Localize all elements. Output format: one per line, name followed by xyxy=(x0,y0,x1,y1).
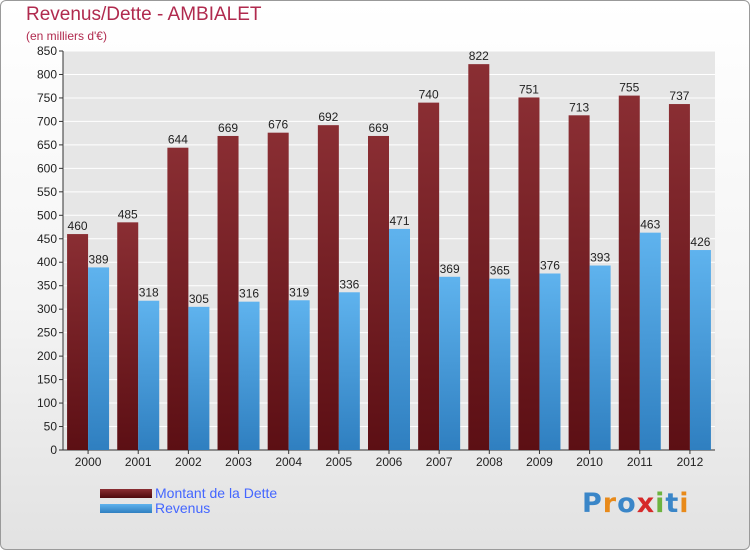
data-label-debt: 669 xyxy=(218,121,238,135)
bar-revenue xyxy=(338,292,360,450)
y-tick-label: 50 xyxy=(44,420,58,434)
x-tick-label: 2009 xyxy=(526,455,553,469)
y-tick-label: 450 xyxy=(37,232,57,246)
x-tick-label: 2007 xyxy=(426,455,453,469)
data-label-revenue: 336 xyxy=(339,277,359,291)
y-tick-label: 650 xyxy=(37,138,57,152)
x-tick-label: 2006 xyxy=(376,455,403,469)
x-tick-label: 2000 xyxy=(75,455,102,469)
legend-label-revenue: Revenus xyxy=(155,500,211,516)
bar-debt xyxy=(117,222,139,450)
data-label-debt: 485 xyxy=(118,207,138,221)
bar-debt xyxy=(167,147,189,450)
proxiti-logo: Proxiti xyxy=(582,488,690,519)
bar-debt xyxy=(418,102,440,451)
logo-letter: x xyxy=(636,488,656,519)
y-tick-label: 400 xyxy=(37,255,57,269)
bar-debt xyxy=(317,125,339,451)
logo-letter: P xyxy=(582,488,603,519)
x-tick-label: 2012 xyxy=(677,455,704,469)
x-tick-label: 2008 xyxy=(476,455,503,469)
y-tick-label: 100 xyxy=(37,396,57,410)
y-tick-label: 700 xyxy=(37,114,57,128)
bar-revenue xyxy=(138,300,160,450)
y-tick-label: 750 xyxy=(37,91,57,105)
legend-swatch-debt xyxy=(100,489,152,498)
data-label-debt: 460 xyxy=(68,219,88,233)
legend-swatch-revenue xyxy=(100,504,152,513)
data-label-debt: 737 xyxy=(669,89,689,103)
bar-debt xyxy=(368,135,389,450)
y-tick-label: 250 xyxy=(37,326,57,340)
data-label-debt: 676 xyxy=(268,118,288,132)
data-label-debt: 822 xyxy=(469,49,489,63)
bar-revenue xyxy=(489,278,511,450)
logo-letter: i xyxy=(655,488,666,519)
data-label-debt: 751 xyxy=(519,82,539,96)
bar-revenue xyxy=(539,273,561,450)
data-label-debt: 669 xyxy=(368,121,388,135)
x-tick-label: 2001 xyxy=(125,455,152,469)
bar-debt xyxy=(217,135,239,450)
x-tick-label: 2003 xyxy=(225,455,252,469)
logo-letter: o xyxy=(617,488,637,519)
bar-debt xyxy=(568,115,590,450)
bar-revenue xyxy=(288,300,310,450)
data-label-revenue: 365 xyxy=(490,264,510,278)
data-label-debt: 713 xyxy=(569,100,589,114)
bar-debt xyxy=(267,132,289,450)
y-tick-label: 500 xyxy=(37,208,57,222)
bar-revenue xyxy=(439,276,461,450)
bar-revenue xyxy=(689,250,711,450)
y-tick-label: 150 xyxy=(37,373,57,387)
logo-letter: r xyxy=(602,488,618,519)
bar-revenue xyxy=(188,306,210,450)
data-label-revenue: 316 xyxy=(239,287,259,301)
bar-debt xyxy=(618,95,640,450)
bar-debt xyxy=(518,97,540,450)
data-label-revenue: 426 xyxy=(690,235,710,249)
data-label-revenue: 318 xyxy=(139,286,159,300)
data-label-revenue: 305 xyxy=(189,292,209,306)
x-tick-label: 2005 xyxy=(325,455,352,469)
data-label-revenue: 389 xyxy=(89,252,109,266)
data-label-debt: 755 xyxy=(619,81,639,95)
bar-revenue xyxy=(589,265,611,450)
bar-revenue xyxy=(639,232,661,450)
data-label-revenue: 471 xyxy=(389,214,409,228)
data-label-revenue: 319 xyxy=(289,285,309,299)
data-label-revenue: 463 xyxy=(640,218,660,232)
y-tick-label: 600 xyxy=(37,161,57,175)
chart-subtitle: (en milliers d'€) xyxy=(26,29,107,43)
y-tick-label: 200 xyxy=(37,349,57,363)
data-label-revenue: 393 xyxy=(590,251,610,265)
data-label-debt: 644 xyxy=(168,133,188,147)
data-label-debt: 692 xyxy=(318,110,338,124)
bar-debt xyxy=(67,234,89,450)
x-tick-label: 2004 xyxy=(275,455,302,469)
bar-debt xyxy=(468,64,490,451)
logo-letter: i xyxy=(679,488,690,519)
bar-debt xyxy=(668,104,690,451)
y-tick-label: 0 xyxy=(50,443,57,457)
y-tick-label: 550 xyxy=(37,185,57,199)
logo-letter: t xyxy=(665,488,680,519)
data-label-debt: 740 xyxy=(419,88,439,102)
legend-label-debt: Montant de la Dette xyxy=(155,485,278,501)
bar-revenue xyxy=(88,267,110,450)
y-tick-label: 300 xyxy=(37,302,57,316)
chart-title: Revenus/Dette - AMBIALET xyxy=(26,4,262,25)
data-label-revenue: 376 xyxy=(540,259,560,273)
bar-revenue xyxy=(238,301,260,450)
x-tick-label: 2010 xyxy=(576,455,603,469)
y-tick-label: 850 xyxy=(37,44,57,58)
bar-revenue xyxy=(389,228,410,450)
data-label-revenue: 369 xyxy=(440,262,460,276)
y-tick-label: 800 xyxy=(37,67,57,81)
x-tick-label: 2011 xyxy=(627,455,653,469)
y-tick-label: 350 xyxy=(37,279,57,293)
x-tick-label: 2002 xyxy=(175,455,202,469)
